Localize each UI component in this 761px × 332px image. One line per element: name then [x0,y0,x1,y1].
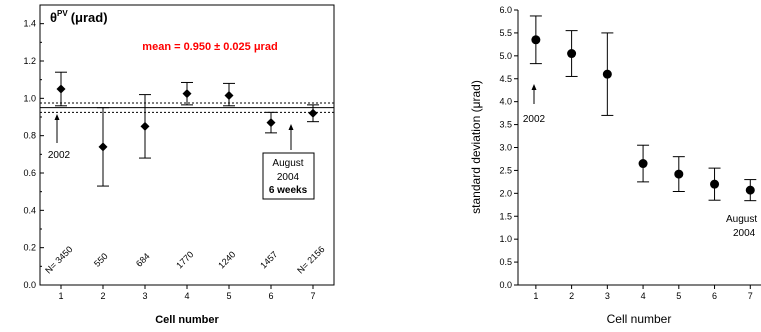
right-x-axis: 1 2 3 4 5 6 7 [533,285,753,301]
right-y-axis-label: standard deviation (μrad) [469,80,483,214]
left-count-label: N= 2156 [295,244,326,275]
left-count-label: 1457 [258,249,279,270]
right-x-tick-label: 7 [748,291,753,301]
right-y-tick-label: 2.5 [499,165,512,175]
left-mean-text: mean = 0.950 ± 0.025 μrad [142,41,277,53]
right-y-tick-label: 3.5 [499,120,512,130]
right-data-point [567,49,577,59]
right-y-tick-label: 3.0 [499,143,512,153]
right-2002-label: 2002 [523,114,546,125]
left-2004-arrow-head [288,124,294,130]
left-x-axis: 1 2 3 4 5 6 7 [58,285,316,301]
right-x-tick-label: 4 [641,291,646,301]
right-x-tick-label: 6 [712,291,717,301]
right-y-tick-label: 1.0 [499,234,512,244]
right-x-tick-label: 3 [605,291,610,301]
right-data-point [674,169,684,179]
left-x-tick-label: 7 [310,291,315,301]
left-mean-band [40,102,334,113]
left-data-point [224,91,234,101]
right-y-tick-label: 0.5 [499,257,512,267]
right-y-tick-label: 5.5 [499,28,512,38]
left-data-point [182,89,192,99]
right-y-tick-label: 4.5 [499,74,512,84]
left-y-tick-label: 1.0 [23,93,36,103]
right-data-series [529,15,757,202]
right-data-point [710,179,720,189]
left-x-axis-label: Cell number [155,314,219,326]
left-chart-title: θPV (μrad) [50,9,108,25]
left-data-series [55,71,319,187]
left-count-label: N= 3450 [43,244,74,275]
left-x-tick-label: 5 [226,291,231,301]
right-y-tick-label: 0.0 [499,280,512,290]
right-data-point [531,35,541,45]
right-2004-label-line1: August [726,214,757,225]
left-data-point [308,108,318,118]
right-y-tick-label: 5.0 [499,51,512,61]
right-x-axis-label: Cell number [607,312,672,326]
left-x-tick-label: 3 [142,291,147,301]
right-chart: 0.00.51.01.52.02.53.03.54.04.55.05.56.0 … [469,5,761,326]
left-data-point [140,121,150,131]
right-data-point [638,159,648,169]
left-count-label: 550 [92,251,110,269]
left-title-superscript: PV [57,9,68,18]
left-data-point [266,118,276,128]
left-2002-label: 2002 [48,150,71,161]
left-count-labels: N= 3450 550 684 1770 1240 1457 N= 2156 [43,244,326,275]
right-x-tick-label: 2 [569,291,574,301]
left-y-tick-label: 1.4 [23,19,36,29]
right-data-point [602,69,612,79]
right-y-axis: 0.0 0.5 1.0 1.5 2.0 2.5 3.0 3.5 4.0 4.5 5.0 5.5 6.0 [499,5,518,290]
right-2004-label-line2: 2004 [733,228,756,239]
left-2004-label-line2: 2004 [277,172,300,183]
right-data-point [745,185,755,195]
left-y-tick-label: 0.2 [23,243,36,253]
right-y-tick-label: 6.0 [499,5,512,15]
left-y-tick-label: 0.4 [23,205,36,215]
left-count-label: 684 [134,251,152,269]
left-x-tick-label: 4 [184,291,189,301]
right-y-tick-label: 1.5 [499,211,512,221]
left-title-unit: (μrad) [71,10,108,25]
left-data-point [98,142,108,152]
left-x-tick-label: 1 [58,291,63,301]
left-y-tick-label: 0.8 [23,131,36,141]
left-count-label: 1240 [216,249,237,270]
left-title-symbol: θ [50,10,57,25]
left-x-tick-label: 6 [268,291,273,301]
right-2002-arrow-head [531,84,537,90]
left-data-point [56,84,66,94]
left-2004-label-line1: August [272,158,303,169]
left-count-label: 1770 [174,249,195,270]
right-y-tick-label: 2.0 [499,188,512,198]
right-x-tick-label: 1 [533,291,538,301]
left-2004-box [262,152,315,200]
right-y-tick-label: 4.0 [499,97,512,107]
left-x-tick-label: 2 [100,291,105,301]
left-y-axis: 0.0 0.2 0.4 0.6 0.8 1.0 1.2 1.4 [23,19,44,290]
left-2002-arrow-head [54,114,60,120]
left-y-tick-label: 1.2 [23,56,36,66]
right-x-tick-label: 5 [676,291,681,301]
left-y-tick-label: 0.0 [23,280,36,290]
left-chart: 0.0 0.2 0.4 0.6 0.8 1.0 1.2 1.4 1 2 3 4 5 6 7 N= 3450… [23,4,335,326]
left-y-tick-label: 0.6 [23,168,36,178]
left-2004-duration: 6 weeks [269,185,308,196]
